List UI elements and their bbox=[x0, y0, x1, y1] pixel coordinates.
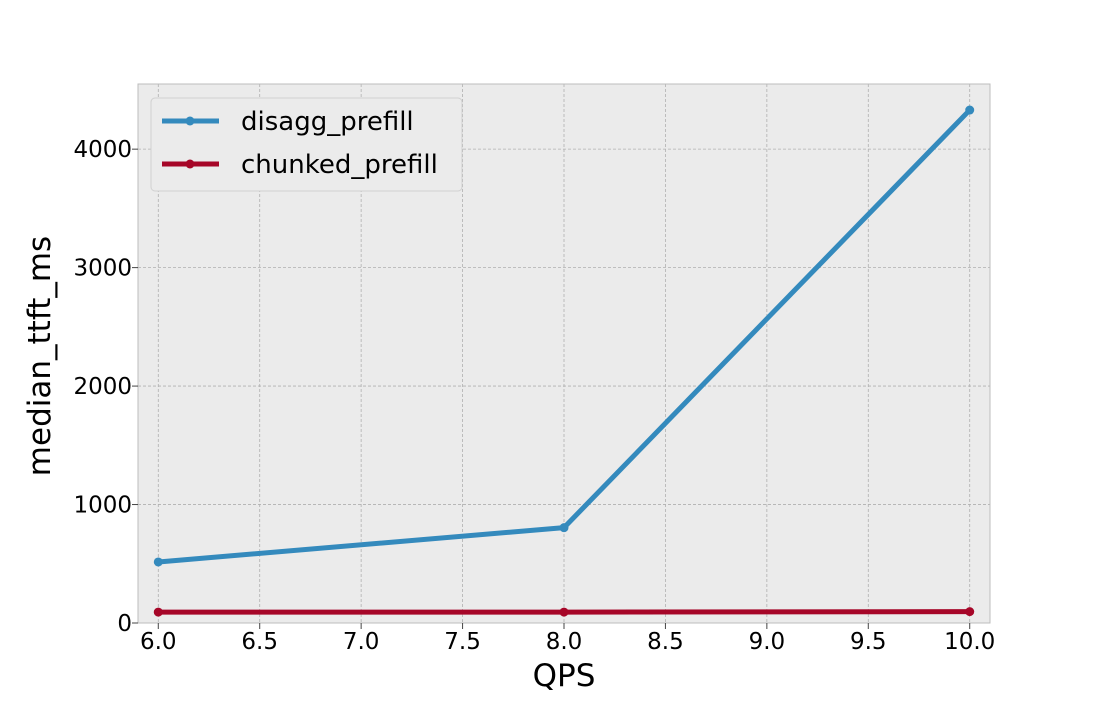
x-tick-label: 10.0 bbox=[944, 629, 995, 655]
y-tick-label: 2000 bbox=[73, 374, 132, 400]
legend: disagg_prefill chunked_prefill bbox=[151, 98, 462, 191]
legend-label: disagg_prefill bbox=[241, 107, 414, 137]
data-point bbox=[965, 607, 974, 616]
legend-label: chunked_prefill bbox=[241, 150, 438, 180]
x-axis-label: QPS bbox=[533, 658, 596, 694]
y-tick-label: 3000 bbox=[73, 256, 132, 282]
y-tick-label: 1000 bbox=[73, 493, 132, 519]
x-tick-label: 8.5 bbox=[647, 629, 684, 655]
x-tick-label: 9.5 bbox=[850, 629, 887, 655]
legend-marker bbox=[186, 117, 195, 126]
data-point bbox=[965, 106, 974, 115]
x-tick-label: 6.5 bbox=[241, 629, 278, 655]
x-tick-label: 9.0 bbox=[749, 629, 786, 655]
y-tick-label: 0 bbox=[117, 611, 132, 637]
legend-marker bbox=[186, 160, 195, 169]
data-point bbox=[154, 608, 163, 617]
data-point bbox=[154, 557, 163, 566]
y-tick-label: 4000 bbox=[73, 137, 132, 163]
x-tick-label: 6.0 bbox=[140, 629, 177, 655]
x-tick-label: 7.5 bbox=[444, 629, 481, 655]
x-tick-label: 7.0 bbox=[343, 629, 380, 655]
data-point bbox=[560, 608, 569, 617]
data-point bbox=[560, 523, 569, 532]
y-axis-label: median_ttft_ms bbox=[22, 236, 58, 476]
x-tick-label: 8.0 bbox=[546, 629, 583, 655]
